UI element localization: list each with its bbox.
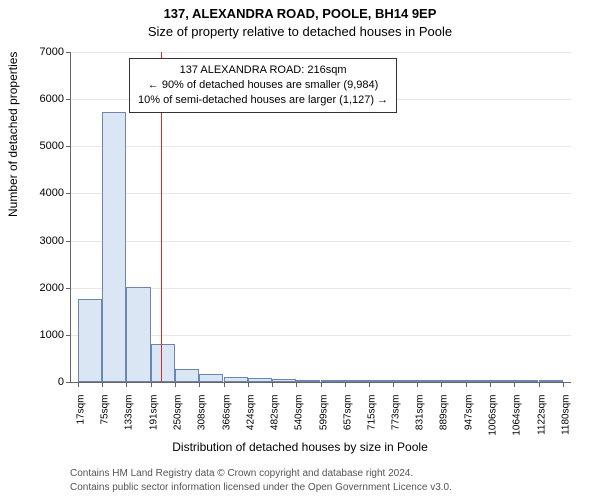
x-tick-mark: [490, 382, 491, 387]
x-tick-mark: [539, 382, 540, 387]
histogram-bar: [466, 380, 490, 382]
x-tick-mark: [102, 382, 103, 387]
histogram-bar: [514, 380, 538, 382]
x-tick-mark: [296, 382, 297, 387]
grid-line: [71, 241, 571, 242]
x-tick-label: 191sqm: [148, 395, 159, 443]
x-tick-label: 308sqm: [197, 395, 208, 443]
annotation-box: 137 ALEXANDRA ROAD: 216sqm ← 90% of deta…: [129, 58, 397, 113]
x-tick-mark: [78, 382, 79, 387]
annotation-line-2: ← 90% of detached houses are smaller (9,…: [138, 78, 388, 93]
histogram-bar: [345, 380, 369, 382]
y-tick-label: 4000: [4, 187, 64, 199]
histogram-bar: [78, 299, 102, 382]
x-tick-mark: [272, 382, 273, 387]
x-tick-label: 715sqm: [366, 395, 377, 443]
footer-line-2: Contains public sector information licen…: [70, 482, 452, 493]
x-tick-mark: [126, 382, 127, 387]
grid-line: [71, 193, 571, 194]
y-tick-mark: [66, 193, 71, 194]
x-tick-label: 540sqm: [294, 395, 305, 443]
x-tick-mark: [417, 382, 418, 387]
histogram-bar: [102, 112, 126, 382]
x-tick-label: 75sqm: [100, 395, 111, 443]
x-tick-mark: [175, 382, 176, 387]
histogram-bar: [151, 344, 175, 382]
histogram-bar: [441, 380, 465, 382]
y-tick-mark: [66, 335, 71, 336]
histogram-bar: [175, 369, 199, 382]
y-tick-mark: [66, 288, 71, 289]
x-tick-label: 133sqm: [124, 395, 135, 443]
y-tick-mark: [66, 382, 71, 383]
histogram-bar: [272, 379, 296, 382]
annotation-line-3: 10% of semi-detached houses are larger (…: [138, 93, 388, 108]
x-tick-mark: [199, 382, 200, 387]
x-tick-mark: [369, 382, 370, 387]
title-line-2: Size of property relative to detached ho…: [0, 24, 600, 39]
x-tick-mark: [514, 382, 515, 387]
histogram-bar: [417, 380, 441, 382]
plot-area: 137 ALEXANDRA ROAD: 216sqm ← 90% of deta…: [70, 52, 571, 383]
y-tick-mark: [66, 99, 71, 100]
x-tick-mark: [466, 382, 467, 387]
x-tick-label: 1006sqm: [488, 395, 499, 443]
y-tick-label: 0: [4, 376, 64, 388]
grid-line: [71, 146, 571, 147]
histogram-bar: [296, 380, 320, 382]
x-tick-mark: [345, 382, 346, 387]
histogram-bar: [126, 287, 150, 382]
x-tick-label: 1064sqm: [512, 395, 523, 443]
chart-container: 137, ALEXANDRA ROAD, POOLE, BH14 9EP Siz…: [0, 0, 600, 500]
x-tick-label: 947sqm: [463, 395, 474, 443]
histogram-bar: [369, 380, 393, 382]
x-tick-label: 657sqm: [342, 395, 353, 443]
histogram-bar: [321, 380, 345, 382]
x-tick-mark: [563, 382, 564, 387]
y-tick-label: 3000: [4, 235, 64, 247]
histogram-bar: [199, 374, 223, 382]
x-tick-mark: [248, 382, 249, 387]
x-tick-label: 1180sqm: [560, 395, 571, 443]
x-tick-label: 250sqm: [173, 395, 184, 443]
x-tick-label: 599sqm: [318, 395, 329, 443]
x-tick-mark: [441, 382, 442, 387]
x-tick-label: 773sqm: [391, 395, 402, 443]
annotation-line-1: 137 ALEXANDRA ROAD: 216sqm: [138, 63, 388, 78]
title-line-1: 137, ALEXANDRA ROAD, POOLE, BH14 9EP: [0, 6, 600, 21]
x-tick-label: 17sqm: [76, 395, 87, 443]
x-tick-label: 366sqm: [221, 395, 232, 443]
histogram-bar: [248, 378, 272, 382]
histogram-bar: [393, 380, 417, 382]
x-tick-mark: [151, 382, 152, 387]
y-tick-mark: [66, 146, 71, 147]
y-tick-label: 7000: [4, 46, 64, 58]
x-tick-label: 1122sqm: [536, 395, 547, 443]
footer-line-1: Contains HM Land Registry data © Crown c…: [70, 468, 413, 479]
grid-line: [71, 52, 571, 53]
y-tick-label: 5000: [4, 140, 64, 152]
histogram-bar: [224, 377, 248, 382]
y-tick-mark: [66, 241, 71, 242]
histogram-bar: [490, 380, 514, 382]
x-tick-mark: [393, 382, 394, 387]
y-tick-label: 1000: [4, 329, 64, 341]
x-tick-mark: [321, 382, 322, 387]
x-tick-label: 889sqm: [439, 395, 450, 443]
y-tick-label: 6000: [4, 93, 64, 105]
x-tick-label: 831sqm: [415, 395, 426, 443]
x-tick-label: 424sqm: [245, 395, 256, 443]
y-tick-mark: [66, 52, 71, 53]
histogram-bar: [539, 380, 563, 382]
y-tick-label: 2000: [4, 282, 64, 294]
x-tick-mark: [224, 382, 225, 387]
x-tick-label: 482sqm: [269, 395, 280, 443]
